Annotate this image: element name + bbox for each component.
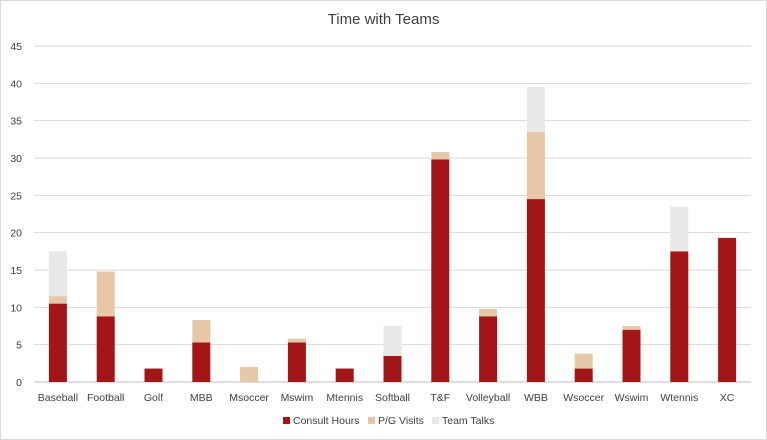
legend-label: Consult Hours <box>293 415 360 427</box>
legend: Consult Hours P/G Visits Team Talks <box>283 415 494 427</box>
bar-segment-consult-hours <box>479 316 498 382</box>
chart-title: Time with Teams <box>327 11 440 28</box>
bar-segment-consult-hours <box>383 355 402 382</box>
y-tick-label: 15 <box>10 265 22 277</box>
x-tick-label: Wsoccer <box>563 392 604 404</box>
bar-segment-team-talks <box>383 326 402 356</box>
legend-swatch <box>368 417 375 424</box>
bar-segment-consult-hours <box>431 159 450 382</box>
y-axis-ticks: 0 5 10 15 20 25 30 35 40 45 <box>10 41 22 389</box>
bars <box>48 87 737 382</box>
bar-segment-consult-hours <box>718 237 737 382</box>
bar-segment-p-g-visits <box>48 296 67 304</box>
x-tick-label: XC <box>720 392 735 404</box>
x-tick-label: Softball <box>375 392 410 404</box>
bar-segment-p-g-visits <box>240 367 259 382</box>
legend-swatch <box>283 417 290 424</box>
bar-segment-p-g-visits <box>287 338 306 343</box>
y-tick-label: 45 <box>10 41 22 53</box>
bar-segment-consult-hours <box>287 342 306 382</box>
x-tick-label: T&F <box>430 392 450 404</box>
y-tick-label: 10 <box>10 302 22 314</box>
bar-segment-consult-hours <box>144 368 163 382</box>
y-tick-label: 20 <box>10 228 22 240</box>
x-tick-label: Volleyball <box>466 392 510 404</box>
legend-label: Team Talks <box>442 415 494 427</box>
x-tick-label: Golf <box>144 392 163 404</box>
bar-segment-p-g-visits <box>526 131 545 200</box>
x-tick-label: Football <box>87 392 124 404</box>
y-tick-label: 35 <box>10 116 22 128</box>
bar-segment-consult-hours <box>96 316 115 382</box>
x-tick-label: Wswim <box>615 392 649 404</box>
y-tick-label: 25 <box>10 190 22 202</box>
bar-segment-p-g-visits <box>431 152 450 160</box>
bar-segment-consult-hours <box>622 329 641 382</box>
bar-segment-p-g-visits <box>574 353 593 369</box>
bar-segment-team-talks <box>526 87 545 132</box>
y-tick-label: 40 <box>10 78 22 90</box>
x-tick-label: Mswim <box>281 392 314 404</box>
x-tick-label: Wtennis <box>660 392 698 404</box>
bar-segment-consult-hours <box>526 199 545 382</box>
bar-segment-consult-hours <box>670 251 689 382</box>
x-tick-label: Mtennis <box>326 392 363 404</box>
bar-segment-team-talks <box>670 206 689 252</box>
bar-segment-team-talks <box>48 251 67 297</box>
y-tick-label: 30 <box>10 153 22 165</box>
bar-segment-p-g-visits <box>192 320 211 343</box>
x-tick-label: Msoccer <box>229 392 269 404</box>
bar-segment-p-g-visits <box>96 271 115 317</box>
bar-segment-p-g-visits <box>622 326 641 330</box>
x-tick-label: MBB <box>190 392 213 404</box>
x-tick-label: WBB <box>524 392 548 404</box>
x-tick-label: Baseball <box>38 392 78 404</box>
bar-segment-p-g-visits <box>479 308 498 317</box>
y-tick-label: 0 <box>16 377 22 389</box>
x-axis-labels: Baseball Football Golf MBB Msoccer Mswim Mtenn… <box>38 392 735 404</box>
bar-segment-consult-hours <box>574 368 593 382</box>
legend-swatch <box>432 417 439 424</box>
bar-segment-consult-hours <box>192 342 211 382</box>
bar-segment-consult-hours <box>335 368 354 382</box>
legend-label: P/G Visits <box>378 415 424 427</box>
bar-segment-consult-hours <box>48 303 67 382</box>
y-tick-label: 5 <box>16 340 22 352</box>
